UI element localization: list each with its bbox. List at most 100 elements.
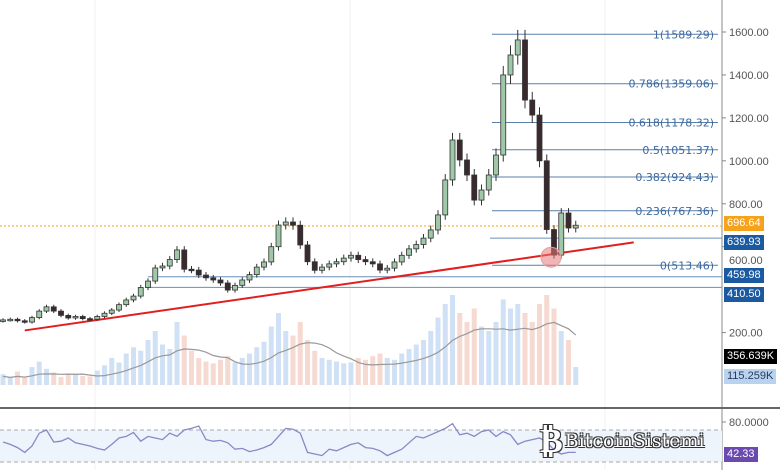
candle-up [435,214,441,231]
candle-up [275,224,282,248]
volume-bar [355,358,361,385]
candle-up [239,279,246,286]
volume-bar [392,359,397,385]
volume-bar [131,347,136,385]
candle-up [427,229,434,239]
candle-up [500,74,507,156]
volume-bar [384,358,390,385]
volume-bar [326,359,332,385]
volume-bar [442,304,448,385]
candle-down [195,269,202,276]
price-tick-label: 1000.00 [729,156,769,168]
candle-up [232,284,238,291]
candle-up [319,266,325,271]
volume-bar [276,313,281,385]
price-tick-label: 600.00 [729,255,763,267]
volume-bar [167,349,173,385]
candle-up [384,267,391,271]
candle-down [522,39,528,101]
volume-bar [203,361,209,385]
volume-bar [247,353,252,385]
volume-bar [51,372,57,385]
candle-up [485,174,492,191]
candle-up [268,246,275,263]
candle-up [116,304,122,311]
volume-bar [551,308,557,385]
volume-bar [189,350,194,385]
watermark-text: BitcoinSistemi [564,430,705,452]
candle-up [108,309,115,314]
volume-bar [297,322,303,385]
rsi-tick-label: 80.0000 [729,417,769,429]
candle-up [398,254,405,263]
volume-bar [15,371,20,385]
candle-up [406,248,412,256]
volume-bar [7,376,13,385]
volume-bar [254,347,260,385]
volume-bar [341,363,347,385]
volume-ma-tag: 356.639K [724,349,778,364]
volume-bar [160,344,165,385]
candle-up [340,257,347,263]
candle-up [442,179,449,216]
current-price-tag: 696.64 [724,216,764,231]
candle-down [58,310,64,316]
fib-level-label: 1(1589.29) [653,28,714,41]
volume-bar [537,304,542,385]
volume-bar [138,350,144,385]
fib-level-label: 0.786(1359.06) [628,78,714,91]
price-tick-label: 1600.00 [729,27,769,39]
volume-bar [22,377,28,385]
volume-bar [399,353,405,385]
candle-up [7,318,14,322]
volume-bar [319,358,325,385]
candle-down [50,306,57,312]
volume-bar [508,308,513,385]
volume-bar [457,313,463,385]
volume-bar [218,359,223,385]
volume-bar [283,331,289,385]
volume-bar [529,322,535,385]
volume-bar [73,373,78,385]
candle-up [558,212,565,256]
volume-bar [493,322,499,385]
candle-down [355,254,362,260]
candle-down [565,212,572,229]
candle-up [572,224,579,229]
volume-bar [65,375,71,385]
volume-bar [225,356,231,385]
candle-down [456,139,463,161]
watermark-symbol: ₿ [540,421,563,461]
candle-up [493,154,499,176]
level-tag-639: 639.93 [724,235,764,250]
volume-bar [486,331,492,385]
candle-up [130,295,137,301]
candle-up [413,244,420,250]
candle-down [471,174,478,201]
volume-bar [290,335,296,385]
candle-down [297,224,304,246]
candle-up [94,316,101,320]
candle-down [529,99,536,116]
candle-up [507,54,514,76]
price-tick-label: 1200.00 [729,113,769,125]
candle-up [420,237,427,245]
candle-down [290,221,296,226]
candle-down [369,261,376,265]
volume-bar [36,361,42,385]
candle-down [311,261,318,271]
candle-down [377,263,383,271]
candle-up [348,254,354,259]
volume-bar [471,308,477,385]
volume-bar [305,340,310,385]
volume-bar [0,374,6,385]
volume-bar [573,367,579,385]
candle-up [282,221,289,226]
candle-down [14,318,21,322]
volume-bar [413,344,419,385]
candle-down [65,315,72,319]
fib-level-label: 0.236(767.36) [635,205,714,218]
price-tick-label: 200.00 [729,328,763,340]
candle-up [29,317,35,323]
